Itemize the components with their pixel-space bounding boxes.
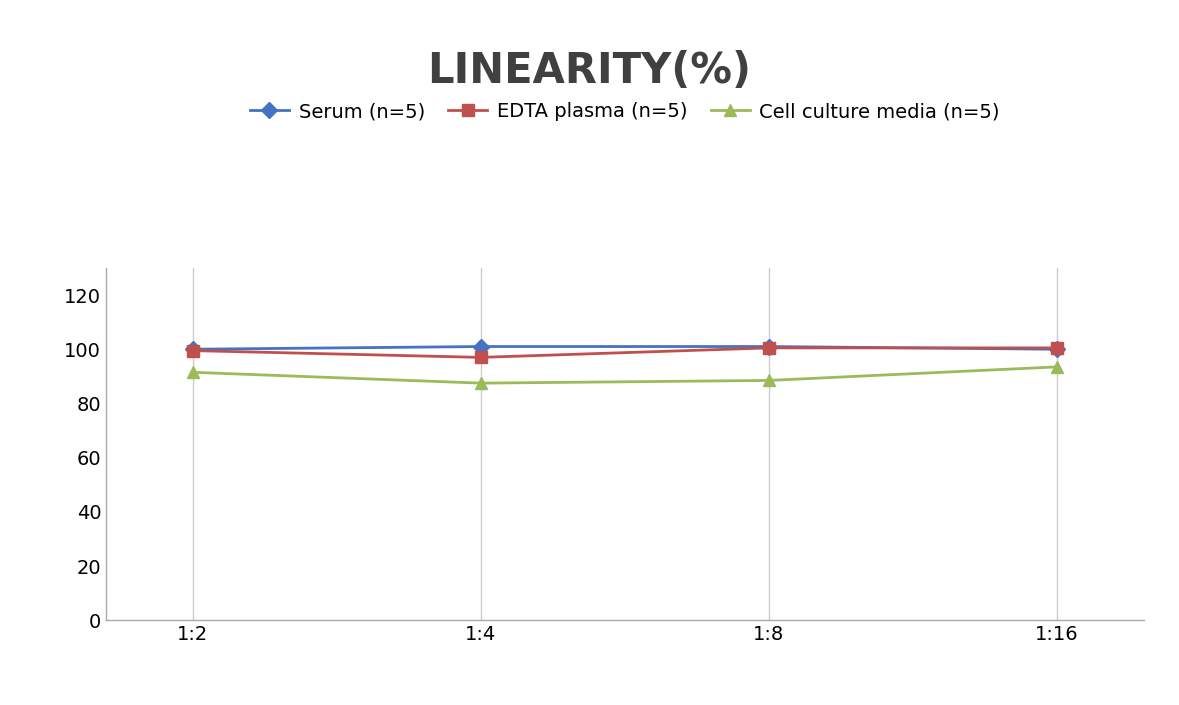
Text: LINEARITY(%): LINEARITY(%) [428, 49, 751, 92]
Legend: Serum (n=5), EDTA plasma (n=5), Cell culture media (n=5): Serum (n=5), EDTA plasma (n=5), Cell cul… [242, 94, 1008, 129]
